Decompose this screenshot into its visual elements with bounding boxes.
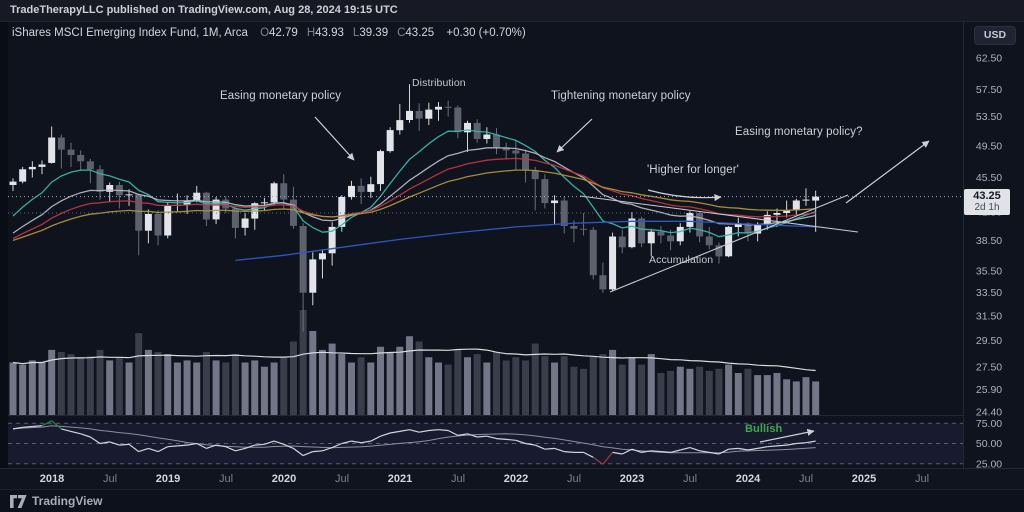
symbol-legend[interactable]: iShares MSCI Emerging Index Fund, 1M, Ar… — [12, 27, 526, 43]
price-change: +0.30 (+0.70%) — [446, 27, 526, 39]
ohlc-o: O42.79 — [260, 27, 298, 39]
time-axis-year-label: 2022 — [503, 473, 529, 485]
ohlc-values: O42.79 H43.93 L39.39 C43.25 — [251, 27, 434, 39]
time-axis-year-label: 2025 — [851, 473, 877, 485]
svg-text:45.50: 45.50 — [976, 172, 1002, 184]
svg-text:31.50: 31.50 — [976, 310, 1002, 322]
svg-text:75.00: 75.00 — [976, 418, 1002, 430]
time-axis[interactable]: 2018 Jul 2019 Jul 2020 Jul 2021 Jul 2022 Jul 2023 J… — [0, 469, 1024, 489]
ohlc-c: C43.25 — [397, 27, 435, 39]
symbol-interval-exchange: , 1M, Arca — [196, 27, 248, 39]
svg-text:25.90: 25.90 — [976, 384, 1002, 396]
currency-toggle-button[interactable]: USD — [974, 26, 1016, 45]
svg-text:27.50: 27.50 — [976, 362, 1002, 374]
svg-text:50.00: 50.00 — [976, 438, 1002, 450]
svg-text:35.50: 35.50 — [976, 265, 1002, 277]
current-price-label[interactable]: 43.25 2d 1h — [964, 189, 1010, 215]
publisher-bar[interactable]: TradeTherapyLLC published on TradingView… — [0, 0, 1024, 22]
time-axis-year-label: 2019 — [155, 473, 181, 485]
time-axis-month-label: Jul — [682, 473, 698, 485]
time-axis-month-label: Jul — [218, 473, 234, 485]
svg-text:62.50: 62.50 — [976, 53, 1002, 65]
time-axis-year-label: 2021 — [387, 473, 413, 485]
ohlc-h: H43.93 — [306, 27, 344, 39]
svg-text:38.50: 38.50 — [976, 235, 1002, 247]
time-axis-year-label: 2023 — [619, 473, 645, 485]
svg-text:57.50: 57.50 — [976, 84, 1002, 96]
chart-left-edge — [0, 22, 8, 468]
svg-text:53.50: 53.50 — [976, 111, 1002, 123]
time-axis-month-label: Jul — [914, 473, 930, 485]
ohlc-l: L39.39 — [352, 27, 389, 39]
bar-countdown: 2d 1h — [974, 202, 1000, 213]
tradingview-logo[interactable] — [10, 494, 27, 508]
time-axis-year-label: 2018 — [39, 473, 65, 485]
time-axis-year-label: 2024 — [735, 473, 761, 485]
time-axis-month-label: Jul — [798, 473, 814, 485]
brand-name: TradingView — [32, 494, 103, 508]
time-axis-month-label: Jul — [102, 473, 118, 485]
current-price-value: 43.25 — [973, 190, 1001, 202]
time-axis-year-label: 2020 — [271, 473, 297, 485]
svg-text:49.50: 49.50 — [976, 140, 1002, 152]
publisher-text: TradeTherapyLLC published on TradingView… — [10, 4, 398, 16]
time-axis-month-label: Jul — [566, 473, 582, 485]
symbol-name: iShares MSCI Emerging Index Fund — [12, 27, 197, 39]
time-axis-month-label: Jul — [334, 473, 350, 485]
svg-text:24.40: 24.40 — [976, 407, 1002, 419]
time-axis-month-label: Jul — [450, 473, 466, 485]
svg-text:29.50: 29.50 — [976, 335, 1002, 347]
svg-text:25.00: 25.00 — [976, 458, 1002, 470]
footer-bar: TradingView — [0, 490, 1024, 512]
svg-text:33.50: 33.50 — [976, 287, 1002, 299]
